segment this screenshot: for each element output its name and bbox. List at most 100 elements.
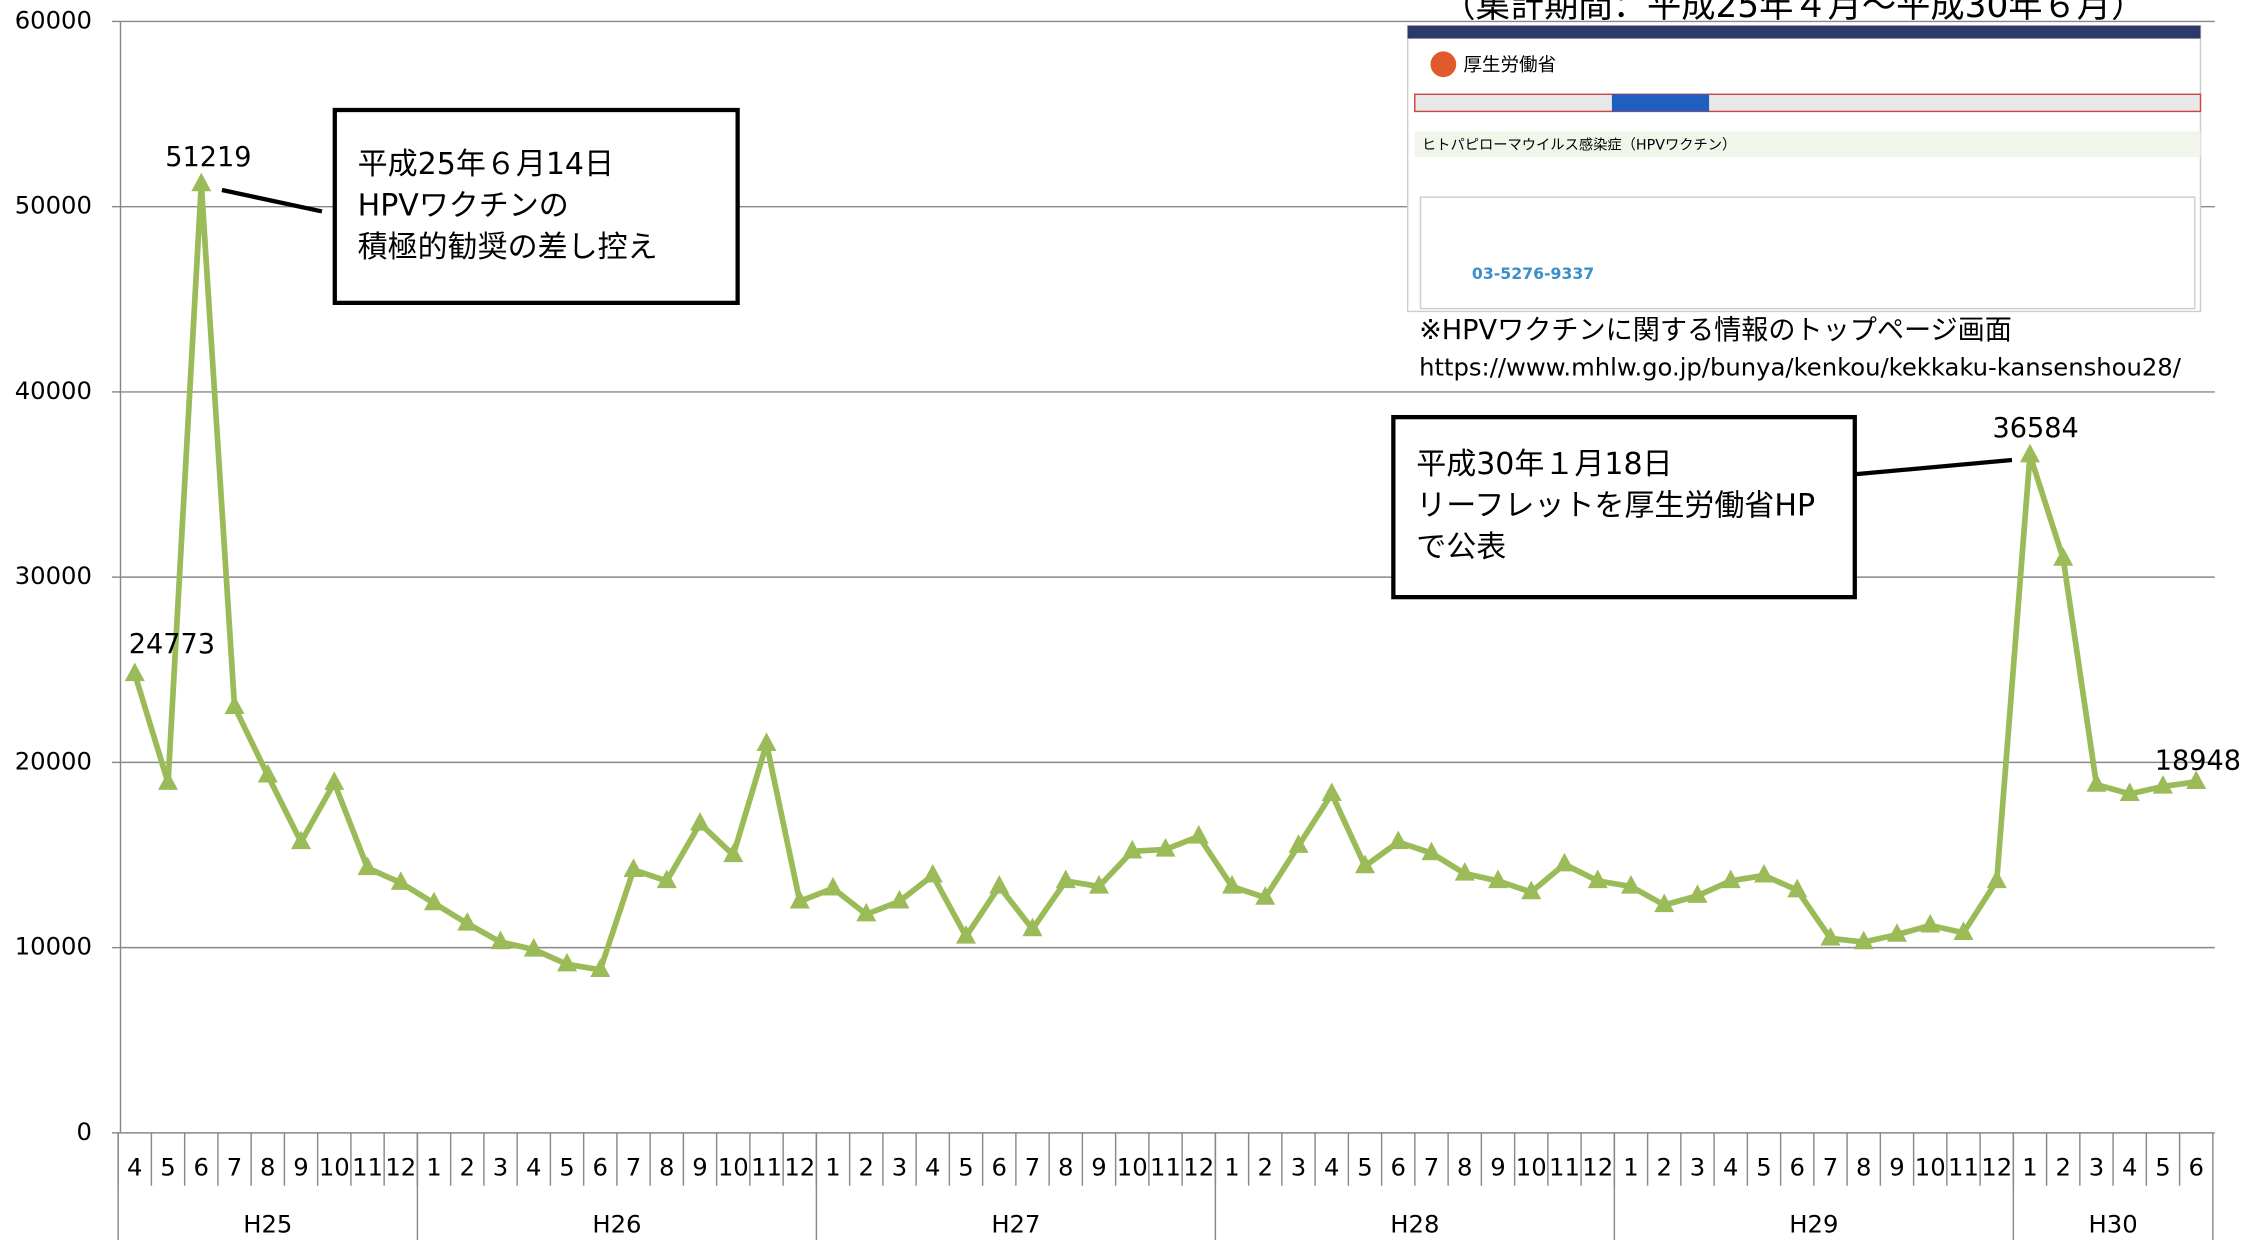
point-marker — [457, 912, 478, 931]
x-tick-label: 6 — [1391, 1153, 1406, 1182]
y-tick-label: 20000 — [15, 746, 92, 775]
x-tick-label: 7 — [227, 1153, 242, 1182]
x-tick-label: 3 — [892, 1153, 907, 1182]
point-marker — [690, 812, 711, 831]
point-marker — [2019, 443, 2040, 463]
x-tick-label: 10 — [319, 1153, 350, 1182]
y-tick-label: 30000 — [15, 561, 92, 590]
x-tick-label: 2 — [460, 1153, 475, 1182]
point-marker — [1421, 841, 1442, 861]
x-tick-label: 5 — [1756, 1153, 1771, 1182]
x-tick-label: 6 — [1790, 1153, 1805, 1182]
x-tick-label: 3 — [1291, 1153, 1306, 1182]
point-marker — [1720, 869, 1741, 889]
x-tick-label: 12 — [1582, 1153, 1613, 1182]
point-marker — [257, 763, 278, 783]
point-marker — [1055, 869, 1076, 889]
point-marker — [124, 662, 145, 682]
x-tick-label: 10 — [1516, 1153, 1547, 1182]
x-tick-label: 5 — [559, 1153, 574, 1182]
point-marker — [1221, 875, 1242, 894]
x-tick-label: 1 — [426, 1153, 441, 1182]
y-tick-label: 0 — [76, 1117, 91, 1146]
x-tick-label: 10 — [1117, 1153, 1148, 1182]
x-tick-label: 12 — [1981, 1153, 2012, 1182]
annotation-box — [332, 107, 740, 305]
x-tick-label: 3 — [1690, 1153, 1705, 1182]
x-tick-label: 6 — [992, 1153, 1007, 1182]
x-tick-label: 1 — [825, 1153, 840, 1182]
point-marker — [1188, 825, 1209, 844]
point-marker — [424, 891, 445, 911]
inset-page: ヒトパピローマウイルス感染症（HPVワクチン） — [1422, 137, 1736, 154]
point-marker — [1687, 884, 1708, 903]
point-marker — [1354, 854, 1375, 874]
annotation-text: 平成30年１月18日 — [1416, 447, 1672, 482]
x-tick-label: 8 — [1058, 1153, 1073, 1182]
x-tick-label: 12 — [1183, 1153, 1214, 1182]
point-marker — [523, 938, 544, 957]
point-marker — [1587, 869, 1608, 889]
point-marker — [2119, 782, 2140, 802]
point-marker — [2086, 773, 2107, 792]
x-tick-label: 8 — [659, 1153, 674, 1182]
x-tick-label: 4 — [1324, 1153, 1339, 1182]
inset-url: https://www.mhlw.go.jp/bunya/kenkou/kekk… — [1419, 353, 2182, 382]
point-marker — [324, 771, 345, 790]
point-marker — [1920, 913, 1941, 933]
x-tick-label: 6 — [2188, 1153, 2203, 1182]
point-marker — [1487, 869, 1508, 889]
group-label: H27 — [991, 1210, 1040, 1239]
inset-site: 厚生労働省 — [1463, 55, 1556, 76]
point-marker — [1753, 863, 1774, 883]
point-marker — [1787, 878, 1808, 898]
x-tick-label: 8 — [1457, 1153, 1472, 1182]
point-marker — [557, 952, 578, 972]
point-marker — [1820, 926, 1841, 946]
point-marker — [1321, 782, 1342, 802]
x-tick-label: 1 — [2022, 1153, 2037, 1182]
inset-nav-active — [1611, 94, 1710, 112]
annotation-text: リーフレットを厚生労働省HP — [1416, 489, 1815, 524]
x-tick-label: 9 — [692, 1153, 707, 1182]
inset-header — [1414, 131, 2201, 158]
point-marker — [224, 695, 245, 714]
y-tick-label: 50000 — [15, 191, 92, 220]
point-marker — [922, 863, 943, 883]
inset-nav — [1414, 93, 2202, 113]
x-tick-label: 8 — [1856, 1153, 1871, 1182]
point-marker — [291, 830, 312, 850]
x-tick-label: 4 — [2122, 1153, 2137, 1182]
point-marker — [956, 925, 977, 944]
x-tick-label: 5 — [2155, 1153, 2170, 1182]
point-marker — [1986, 869, 2007, 889]
point-marker — [191, 172, 212, 192]
annotation-text: で公表 — [1416, 530, 1506, 565]
point-marker — [1521, 880, 1542, 900]
x-tick-label: 5 — [958, 1153, 973, 1182]
inset-logo — [1430, 51, 1457, 78]
group-label: H28 — [1390, 1210, 1439, 1239]
inset-phone: 03-5276-9337 — [1472, 264, 1594, 283]
point-marker — [1255, 886, 1276, 905]
group-label: H30 — [2089, 1210, 2138, 1239]
inset: 厚生労働省 ヒトパピローマウイルス感染症（HPVワクチン） 03-5276-93… — [1406, 25, 2202, 313]
x-tick-label: 9 — [1490, 1153, 1505, 1182]
x-tick-label: 2 — [1657, 1153, 1672, 1182]
point-marker — [789, 889, 810, 909]
x-tick-label: 11 — [1549, 1153, 1580, 1182]
data-label: 18948 — [2155, 745, 2241, 776]
annotation-text: 平成25年６月14日 — [358, 147, 614, 182]
x-tick-label: 5 — [160, 1153, 175, 1182]
point-marker — [1620, 875, 1641, 894]
x-tick-label: 4 — [526, 1153, 541, 1182]
point-marker — [390, 871, 411, 890]
group-label: H29 — [1789, 1210, 1838, 1239]
x-tick-label: 11 — [1948, 1153, 1979, 1182]
point-marker — [357, 856, 378, 876]
y-tick-label: 40000 — [15, 376, 92, 405]
point-marker — [1454, 862, 1475, 881]
point-marker — [756, 732, 777, 751]
x-tick-label: 4 — [1723, 1153, 1738, 1182]
x-tick-label: 8 — [260, 1153, 275, 1182]
